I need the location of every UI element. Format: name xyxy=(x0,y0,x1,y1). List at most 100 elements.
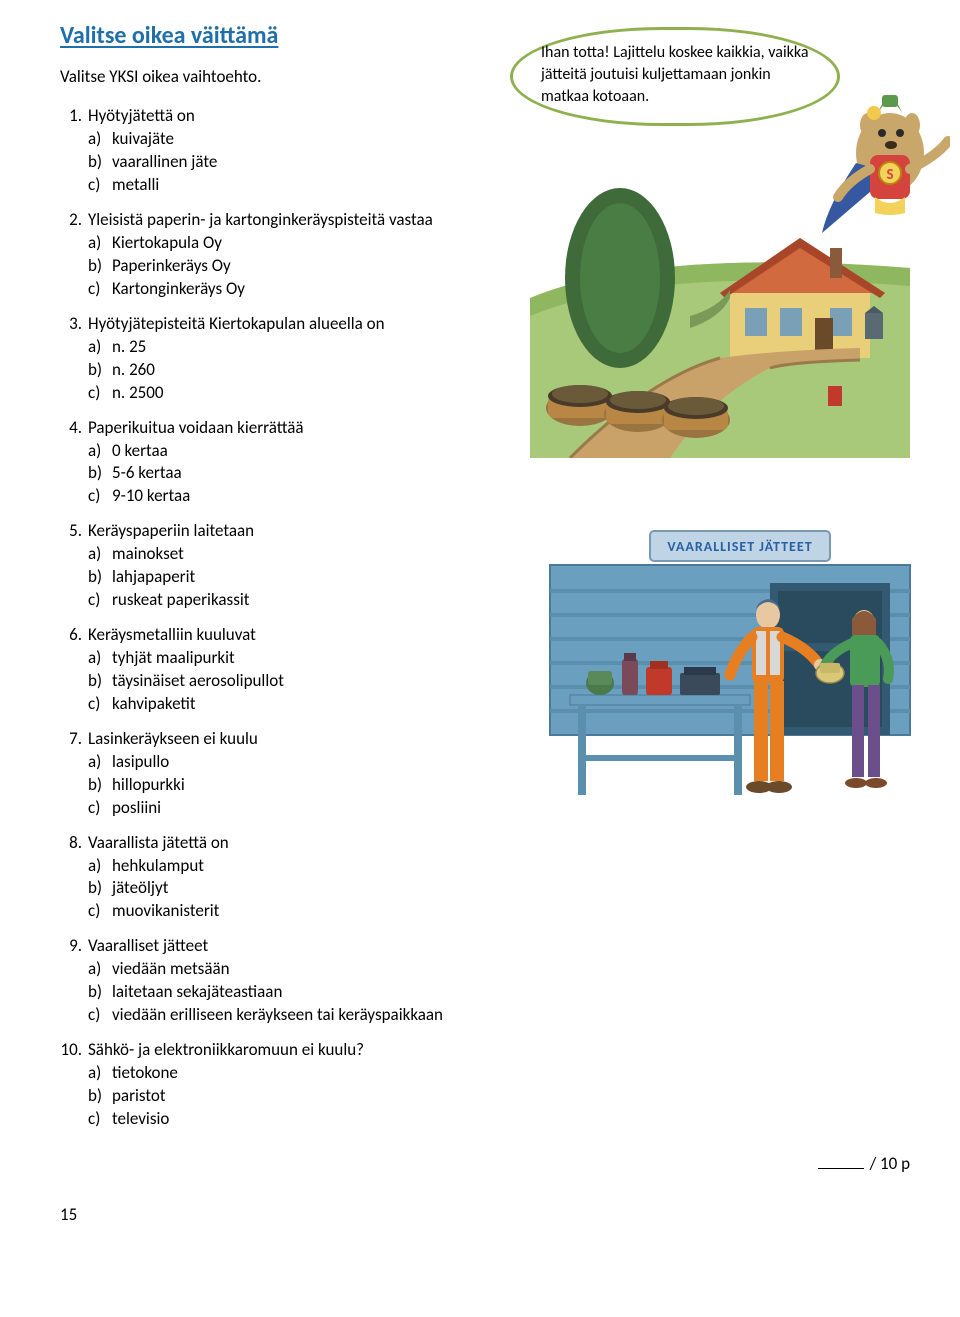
option-text: 0 kertaa xyxy=(112,440,168,463)
option-letter: a) xyxy=(88,336,112,359)
option-text: tyhjät maalipurkit xyxy=(112,647,235,670)
option-row[interactable]: c)n. 2500 xyxy=(88,382,530,405)
option-row[interactable]: a)tietokone xyxy=(88,1062,530,1085)
option-text: Paperinkeräys Oy xyxy=(112,255,231,278)
option-text: viedään erilliseen keräykseen tai keräys… xyxy=(112,1004,443,1027)
option-letter: c) xyxy=(88,485,112,508)
question-text: Vaarallista jätettä on xyxy=(88,832,229,855)
speech-bubble: Ihan totta! Lajittelu koskee kaikkia, va… xyxy=(510,27,840,126)
option-letter: a) xyxy=(88,855,112,878)
option-letter: b) xyxy=(88,359,112,382)
mascot-illustration: S xyxy=(820,85,950,235)
option-row[interactable]: a)kuivajäte xyxy=(88,128,530,151)
option-row[interactable]: c)Kartonginkeräys Oy xyxy=(88,278,530,301)
question-text: Hyötyjätettä on xyxy=(88,105,195,128)
option-row[interactable]: b)5-6 kertaa xyxy=(88,462,530,485)
option-row[interactable]: a)hehkulamput xyxy=(88,855,530,878)
option-row[interactable]: b)n. 260 xyxy=(88,359,530,382)
speech-text: Ihan totta! Lajittelu koskee kaikkia, va… xyxy=(541,43,809,105)
option-text: täysinäiset aerosolipullot xyxy=(112,670,284,693)
option-text: paristot xyxy=(112,1085,166,1108)
option-letter: a) xyxy=(88,958,112,981)
option-row[interactable]: a)0 kertaa xyxy=(88,440,530,463)
option-row[interactable]: b)lahjapaperit xyxy=(88,566,530,589)
option-letter: b) xyxy=(88,877,112,900)
option-text: n. 260 xyxy=(112,359,155,382)
option-row[interactable]: b)jäteöljyt xyxy=(88,877,530,900)
option-row[interactable]: b)laitetaan sekajäteastiaan xyxy=(88,981,530,1004)
option-text: 5-6 kertaa xyxy=(112,462,182,485)
question-block: 6.Keräysmetalliin kuuluvata)tyhjät maali… xyxy=(60,624,530,716)
option-letter: c) xyxy=(88,174,112,197)
option-text: mainokset xyxy=(112,543,184,566)
option-row[interactable]: c)9-10 kertaa xyxy=(88,485,530,508)
option-letter: a) xyxy=(88,751,112,774)
option-letter: a) xyxy=(88,128,112,151)
option-letter: c) xyxy=(88,900,112,923)
question-block: 7.Lasinkeräykseen ei kuulua)lasipullob)h… xyxy=(60,728,530,820)
option-text: lahjapaperit xyxy=(112,566,195,589)
option-text: lasipullo xyxy=(112,751,169,774)
question-block: 8.Vaarallista jätettä ona)hehkulamputb)j… xyxy=(60,832,530,924)
question-number: 4. xyxy=(60,417,88,440)
option-row[interactable]: a)lasipullo xyxy=(88,751,530,774)
option-row[interactable]: c)kahvipaketit xyxy=(88,693,530,716)
option-row[interactable]: b)täysinäiset aerosolipullot xyxy=(88,670,530,693)
option-letter: c) xyxy=(88,1108,112,1131)
questions-column: 1.Hyötyjätettä ona)kuivajäteb)vaaralline… xyxy=(60,105,530,1143)
question-block: 2.Yleisistä paperin- ja kartonginkeräysp… xyxy=(60,209,530,301)
option-row[interactable]: c)muovikanisterit xyxy=(88,900,530,923)
question-text: Paperikuitua voidaan kierrättää xyxy=(88,417,304,440)
option-text: televisio xyxy=(112,1108,169,1131)
question-number: 8. xyxy=(60,832,88,855)
option-letter: b) xyxy=(88,255,112,278)
option-letter: b) xyxy=(88,462,112,485)
option-row[interactable]: a)n. 25 xyxy=(88,336,530,359)
question-number: 7. xyxy=(60,728,88,751)
option-row[interactable]: c)viedään erilliseen keräykseen tai kerä… xyxy=(88,1004,530,1027)
question-number: 2. xyxy=(60,209,88,232)
option-row[interactable]: a)Kiertokapula Oy xyxy=(88,232,530,255)
option-row[interactable]: b)Paperinkeräys Oy xyxy=(88,255,530,278)
option-letter: b) xyxy=(88,981,112,1004)
option-text: Kartonginkeräys Oy xyxy=(112,278,245,301)
option-row[interactable]: a)viedään metsään xyxy=(88,958,530,981)
question-block: 4.Paperikuitua voidaan kierrättääa)0 ker… xyxy=(60,417,530,509)
option-letter: c) xyxy=(88,382,112,405)
question-text: Yleisistä paperin- ja kartonginkeräyspis… xyxy=(88,209,433,232)
option-letter: b) xyxy=(88,1085,112,1108)
option-letter: a) xyxy=(88,1062,112,1085)
option-row[interactable]: b)vaarallinen jäte xyxy=(88,151,530,174)
option-letter: a) xyxy=(88,543,112,566)
score-line: / 10 p xyxy=(818,1153,910,1176)
score-suffix: / 10 p xyxy=(870,1153,910,1176)
score-blank[interactable] xyxy=(818,1168,864,1169)
question-block: 3.Hyötyjätepisteitä Kiertokapulan alueel… xyxy=(60,313,530,405)
option-row[interactable]: b)hillopurkki xyxy=(88,774,530,797)
option-letter: c) xyxy=(88,589,112,612)
option-text: 9-10 kertaa xyxy=(112,485,190,508)
option-letter: c) xyxy=(88,1004,112,1027)
option-letter: c) xyxy=(88,693,112,716)
question-number: 3. xyxy=(60,313,88,336)
option-letter: c) xyxy=(88,278,112,301)
sign-text: VAARALLISET JÄTTEET xyxy=(667,538,812,555)
option-text: kahvipaketit xyxy=(112,693,196,716)
option-letter: b) xyxy=(88,151,112,174)
option-letter: b) xyxy=(88,774,112,797)
question-text: Keräyspaperiin laitetaan xyxy=(88,520,254,543)
option-row[interactable]: a)mainokset xyxy=(88,543,530,566)
question-text: Lasinkeräykseen ei kuulu xyxy=(88,728,258,751)
option-row[interactable]: a)tyhjät maalipurkit xyxy=(88,647,530,670)
question-number: 6. xyxy=(60,624,88,647)
illustration-column: Ihan totta! Lajittelu koskee kaikkia, va… xyxy=(530,105,930,822)
option-row[interactable]: b)paristot xyxy=(88,1085,530,1108)
option-letter: a) xyxy=(88,440,112,463)
option-row[interactable]: c)posliini xyxy=(88,797,530,820)
question-text: Hyötyjätepisteitä Kiertokapulan alueella… xyxy=(88,313,385,336)
option-row[interactable]: c)metalli xyxy=(88,174,530,197)
question-number: 10. xyxy=(60,1039,88,1062)
option-row[interactable]: c)ruskeat paperikassit xyxy=(88,589,530,612)
option-row[interactable]: c)televisio xyxy=(88,1108,530,1131)
option-text: n. 2500 xyxy=(112,382,164,405)
